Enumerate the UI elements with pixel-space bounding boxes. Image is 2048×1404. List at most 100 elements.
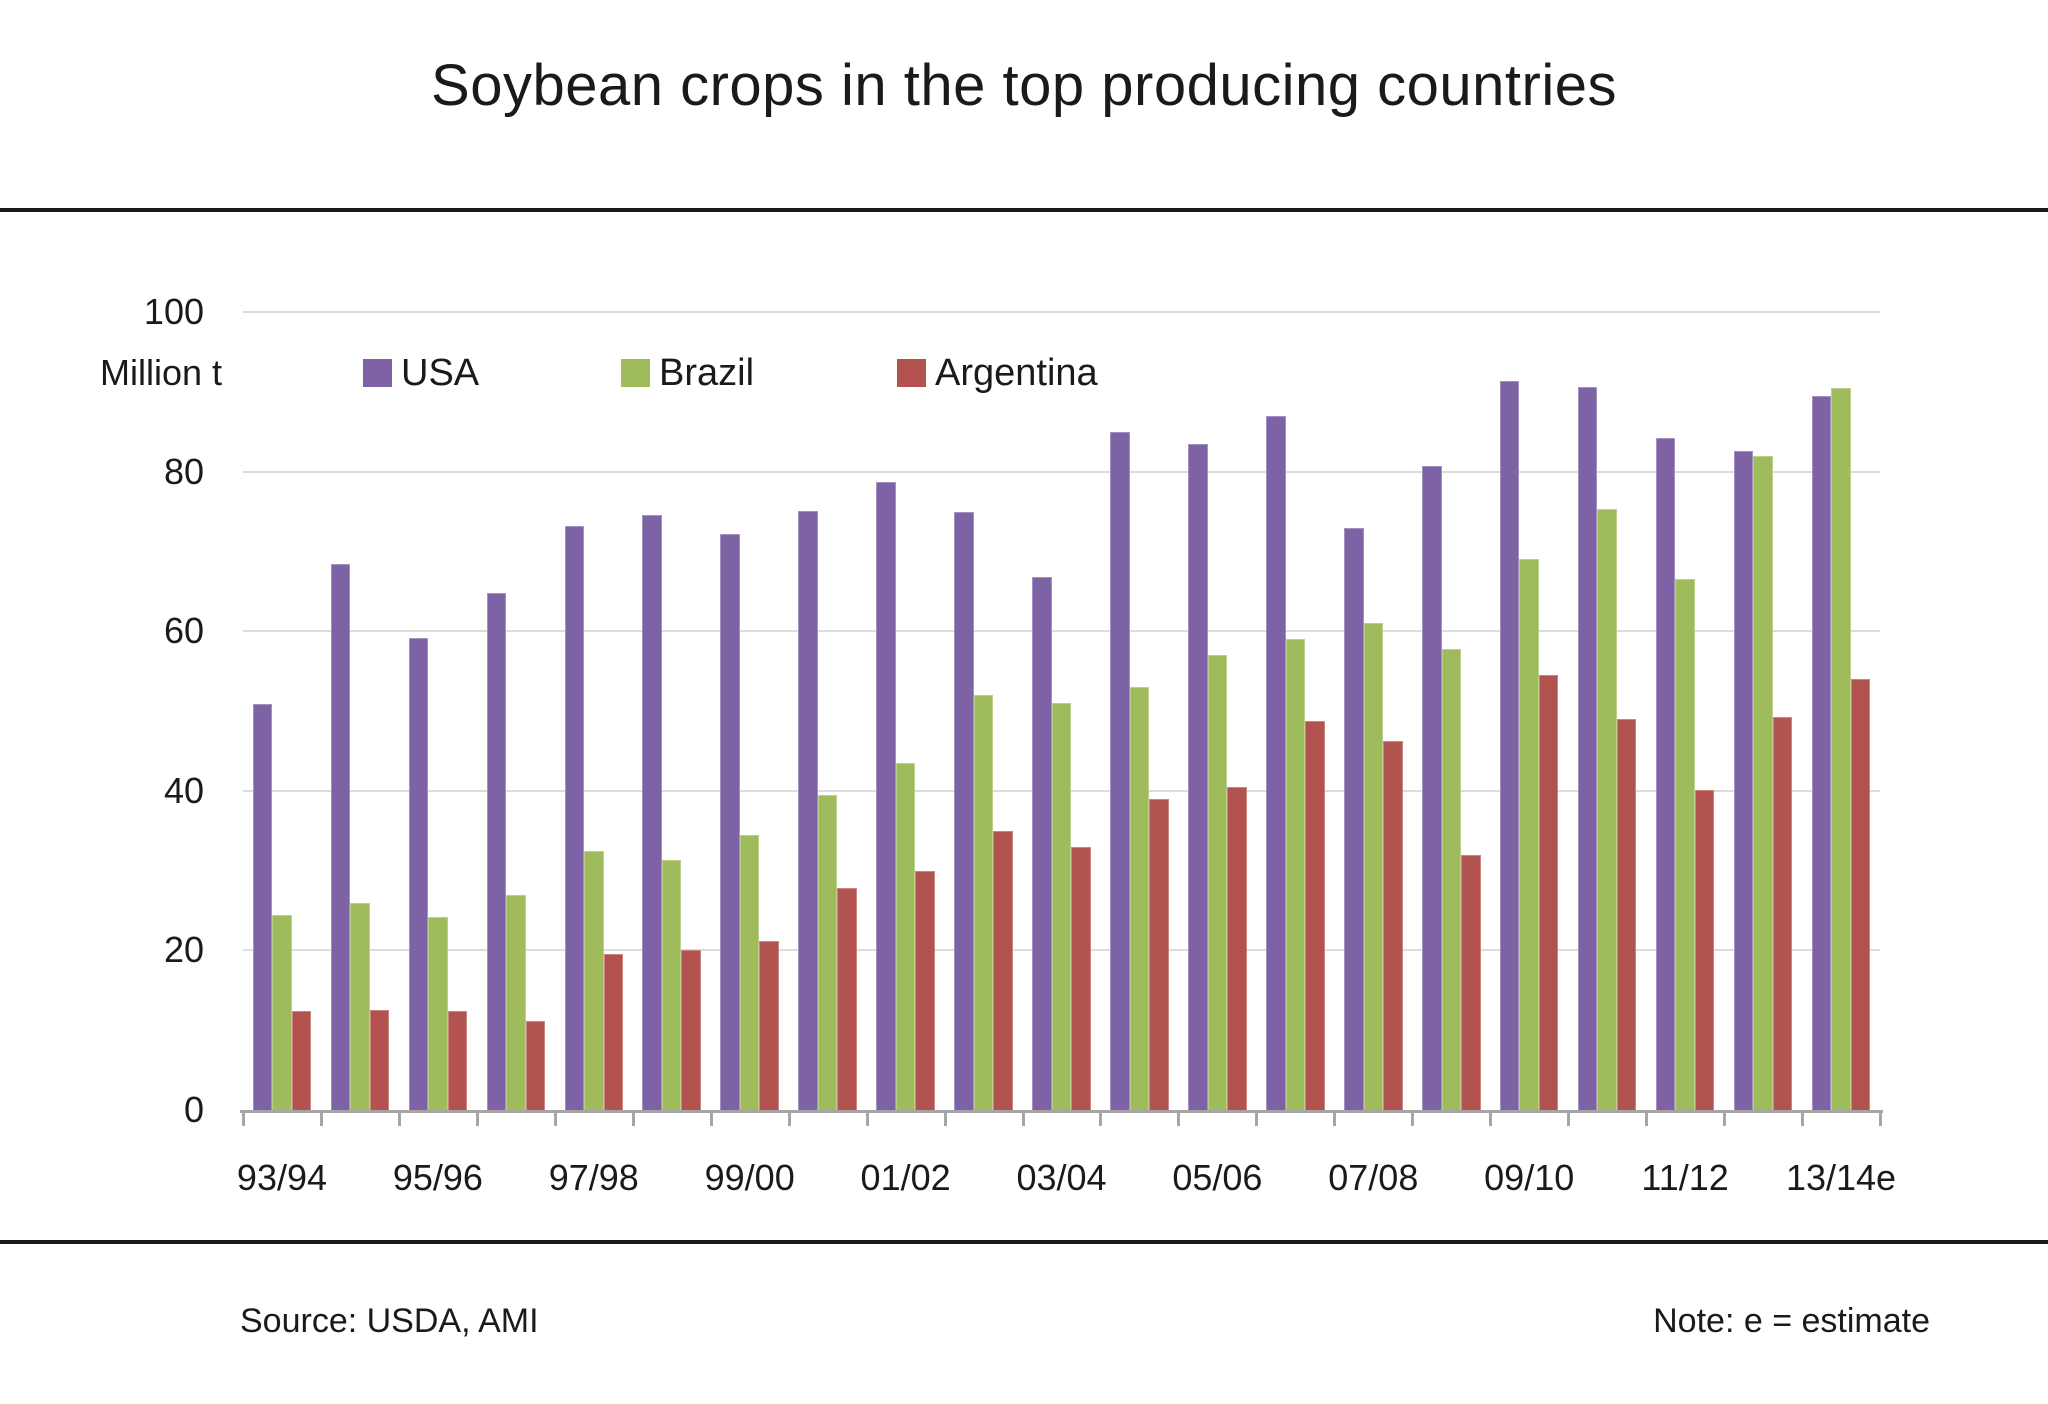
bar-argentina-01/02 — [915, 870, 935, 1110]
bar-usa-94/95 — [330, 564, 351, 1110]
bar-argentina-12/13 — [1772, 716, 1793, 1110]
bar-argentina-07/08 — [1383, 741, 1403, 1110]
y-axis-unit-label: Million t — [100, 352, 223, 393]
x-tick-20 — [1801, 1110, 1805, 1126]
x-tick-14 — [1333, 1110, 1337, 1126]
bar-group-11/12 — [1646, 312, 1724, 1110]
x-tick-5 — [631, 1110, 635, 1126]
x-tick-label-09/10: 09/10 — [1484, 1157, 1575, 1198]
bar-usa-10/11 — [1577, 387, 1598, 1110]
bar-usa-13/14e — [1811, 395, 1832, 1110]
bar-argentina-02/03 — [993, 830, 1013, 1110]
gridline-60 — [243, 630, 1880, 633]
bar-brazil-04/05 — [1129, 687, 1150, 1110]
bar-usa-11/12 — [1655, 438, 1676, 1110]
y-tick-label-20: 20 — [163, 929, 204, 971]
x-tick-label-03/04: 03/04 — [1016, 1157, 1107, 1198]
bar-group-06/07 — [1256, 312, 1334, 1110]
x-tick-2 — [397, 1110, 401, 1126]
bar-usa-00/01 — [798, 510, 818, 1110]
x-tick-19 — [1723, 1110, 1727, 1126]
note-text: Note: e = estimate — [1653, 1302, 1930, 1340]
bar-argentina-04/05 — [1149, 798, 1169, 1110]
bar-brazil-01/02 — [895, 762, 916, 1110]
x-axis-line — [240, 1110, 1883, 1113]
bar-usa-06/07 — [1266, 415, 1286, 1110]
bar-argentina-96/97 — [525, 1020, 546, 1110]
bar-brazil-12/13 — [1753, 455, 1773, 1110]
bar-group-10/11 — [1568, 312, 1646, 1110]
legend-label-usa: USA — [401, 352, 480, 394]
bar-brazil-98/99 — [661, 860, 682, 1110]
bar-brazil-13/14e — [1831, 387, 1851, 1110]
bar-argentina-94/95 — [369, 1010, 390, 1110]
x-tick-7 — [787, 1110, 791, 1126]
x-tick-label-99/00: 99/00 — [704, 1157, 795, 1198]
bar-group-05/06 — [1178, 312, 1256, 1110]
legend-label-argentina: Argentina — [935, 352, 1098, 394]
bar-argentina-11/12 — [1694, 790, 1715, 1110]
bar-argentina-06/07 — [1305, 720, 1325, 1110]
legend-label-brazil: Brazil — [659, 352, 755, 394]
bar-group-13/14e — [1802, 312, 1880, 1110]
bar-brazil-93/94 — [272, 914, 292, 1110]
bar-argentina-97/98 — [603, 954, 624, 1110]
bar-group-00/01 — [789, 312, 867, 1110]
bar-usa-09/10 — [1499, 380, 1520, 1110]
gridline-80 — [243, 470, 1880, 473]
chart-title: Soybean crops in the top producing count… — [431, 53, 1617, 118]
bar-group-94/95 — [321, 312, 399, 1110]
legend-swatch-argentina — [897, 359, 926, 387]
y-tick-label-40: 40 — [163, 769, 204, 811]
bar-usa-93/94 — [252, 703, 273, 1110]
bar-group-96/97 — [477, 312, 555, 1110]
x-tick-16 — [1489, 1110, 1493, 1126]
legend-item-argentina: Argentina — [897, 351, 1098, 395]
bar-group-03/04 — [1023, 312, 1101, 1110]
bar-usa-02/03 — [954, 511, 974, 1110]
x-tick-label-97/98: 97/98 — [548, 1157, 639, 1198]
bar-argentina-00/01 — [837, 888, 857, 1110]
legend-item-usa: USA — [363, 351, 479, 395]
bar-usa-08/09 — [1422, 466, 1442, 1110]
source-text: Source: USDA, AMI — [240, 1302, 539, 1340]
x-tick-9 — [943, 1110, 947, 1126]
bar-argentina-10/11 — [1616, 718, 1637, 1110]
x-tick-3 — [475, 1110, 479, 1126]
x-tick-4 — [553, 1110, 557, 1126]
x-tick-label-11/12: 11/12 — [1641, 1157, 1729, 1198]
bar-argentina-98/99 — [681, 950, 701, 1110]
x-tick-17 — [1567, 1110, 1571, 1126]
x-tick-label-01/02: 01/02 — [860, 1157, 951, 1198]
x-tick-1 — [319, 1110, 323, 1126]
bar-usa-01/02 — [876, 481, 896, 1110]
bar-brazil-96/97 — [506, 894, 526, 1110]
x-tick-0 — [242, 1110, 245, 1126]
bar-usa-07/08 — [1344, 528, 1364, 1110]
bottom-rule — [0, 1240, 2048, 1244]
x-tick-8 — [865, 1110, 869, 1126]
legend-swatch-usa — [363, 359, 392, 387]
gridline-100 — [243, 311, 1880, 313]
bar-brazil-00/01 — [817, 794, 838, 1110]
top-rule — [0, 208, 2048, 212]
bar-brazil-97/98 — [584, 850, 604, 1110]
bar-brazil-08/09 — [1441, 648, 1461, 1110]
x-tick-label-07/08: 07/08 — [1328, 1157, 1419, 1198]
legend-item-brazil: Brazil — [621, 351, 754, 395]
bar-argentina-05/06 — [1227, 786, 1247, 1110]
bar-group-98/99 — [633, 312, 711, 1110]
bar-group-08/09 — [1412, 312, 1490, 1110]
y-tick-label-0: 0 — [183, 1089, 204, 1130]
bar-group-95/96 — [399, 312, 477, 1110]
bar-usa-04/05 — [1110, 431, 1130, 1110]
bar-argentina-08/09 — [1461, 854, 1481, 1110]
bar-argentina-99/00 — [759, 940, 779, 1110]
bar-brazil-94/95 — [350, 903, 370, 1110]
bar-group-07/08 — [1334, 312, 1412, 1110]
y-tick-label-60: 60 — [163, 610, 204, 652]
bar-group-97/98 — [555, 312, 633, 1110]
bar-brazil-09/10 — [1519, 559, 1539, 1110]
x-tick-10 — [1021, 1110, 1025, 1126]
